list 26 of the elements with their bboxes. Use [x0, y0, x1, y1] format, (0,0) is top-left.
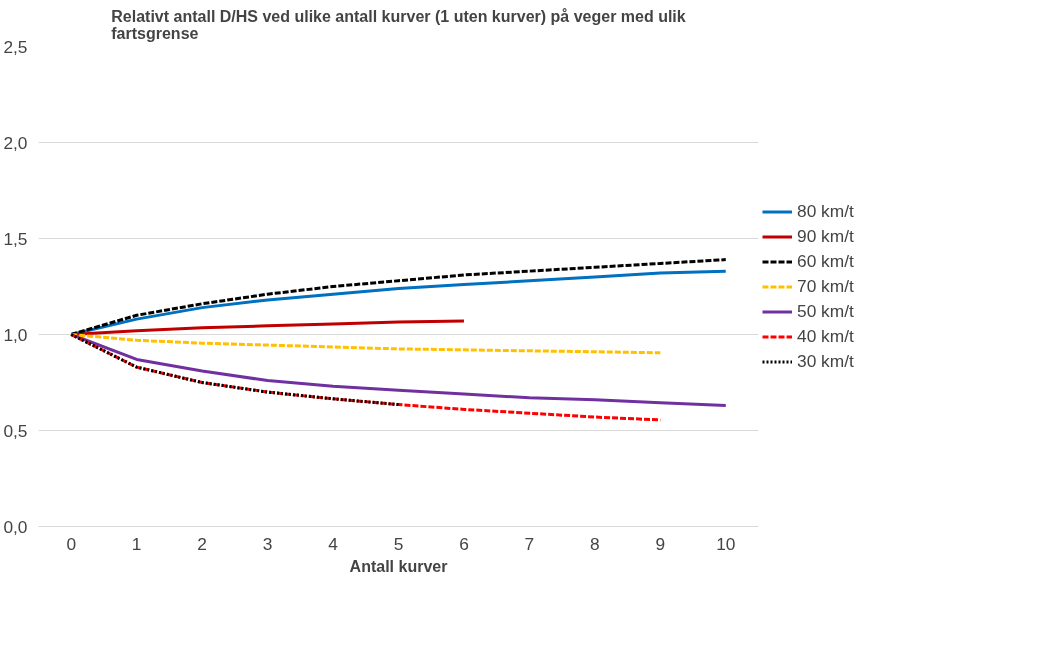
y-tick-label: 0,0	[3, 516, 28, 537]
x-tick-label: 0	[66, 533, 77, 554]
x-tick-label: 3	[262, 533, 273, 554]
x-axis-title: Antall kurver	[349, 557, 448, 575]
y-tick-label: 0,5	[3, 420, 28, 441]
y-tick-label: 2,0	[3, 132, 28, 153]
x-tick-label: 6	[459, 533, 469, 554]
x-tick-label: 5	[393, 533, 404, 554]
legend-label: 40 km/t	[797, 325, 854, 347]
legend-label: 30 km/t	[797, 350, 854, 372]
legend-label: 80 km/t	[797, 200, 854, 222]
y-tick-label: 2,5	[3, 36, 28, 57]
legend-label: 50 km/t	[797, 300, 854, 322]
x-tick-label: 8	[590, 533, 600, 554]
x-tick-label: 4	[328, 533, 339, 554]
x-tick-label: 7	[524, 533, 535, 554]
legend-label: 60 km/t	[797, 250, 854, 272]
legend-label: 90 km/t	[797, 225, 854, 247]
x-tick-label: 2	[197, 533, 207, 554]
legend-label: 70 km/t	[797, 275, 854, 297]
x-tick-label: 9	[655, 533, 666, 554]
x-tick-label: 10	[716, 533, 736, 554]
y-tick-label: 1,0	[3, 324, 28, 345]
x-tick-label: 1	[131, 533, 142, 554]
chart-title: Relativt antall D/HS ved ulike antall kurver (1 uten kurver) på veger med ulik fartsgrense	[111, 7, 686, 42]
y-tick-label: 1,5	[3, 228, 28, 249]
